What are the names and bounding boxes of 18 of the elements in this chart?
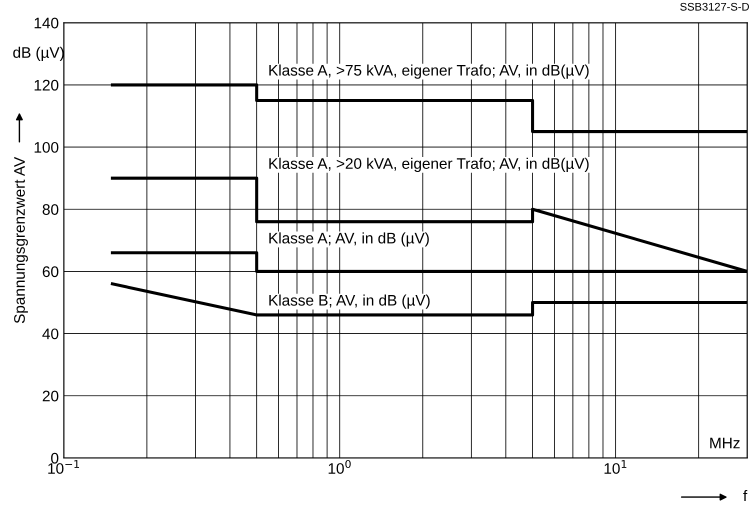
x-tick-label: 10$^{1}$ <box>604 460 626 474</box>
x-axis-title: f <box>743 490 748 502</box>
x-tick-label: 10$^{0}$ <box>328 460 351 474</box>
y-tick-label: 20 <box>42 390 58 402</box>
series-label: Klasse B; AV, in dB (µV) <box>269 294 430 309</box>
y-tick-label: 100 <box>34 142 58 153</box>
series-label: Klasse A, >20 kVA, eigener Trafo; AV, in dB(µV) <box>269 158 589 172</box>
y-tick-label: 140 <box>34 18 58 28</box>
y-tick-label: 80 <box>42 204 58 215</box>
text: dB (µV) <box>13 46 64 61</box>
y-tick-label: 120 <box>34 80 58 91</box>
series-label: Klasse A; AV, in dB (µV) <box>269 232 429 247</box>
annotation: MHz <box>710 438 740 448</box>
y-axis-title: Spannungsgrenzwert AV <box>14 156 28 324</box>
text: SSB3127-S-D <box>680 2 749 11</box>
series-label: Klasse A, >75 kVA, eigener Trafo; AV, in dB(µV) <box>269 64 589 79</box>
y-tick-label: 60 <box>42 266 58 278</box>
y-tick-label: 40 <box>42 328 58 340</box>
